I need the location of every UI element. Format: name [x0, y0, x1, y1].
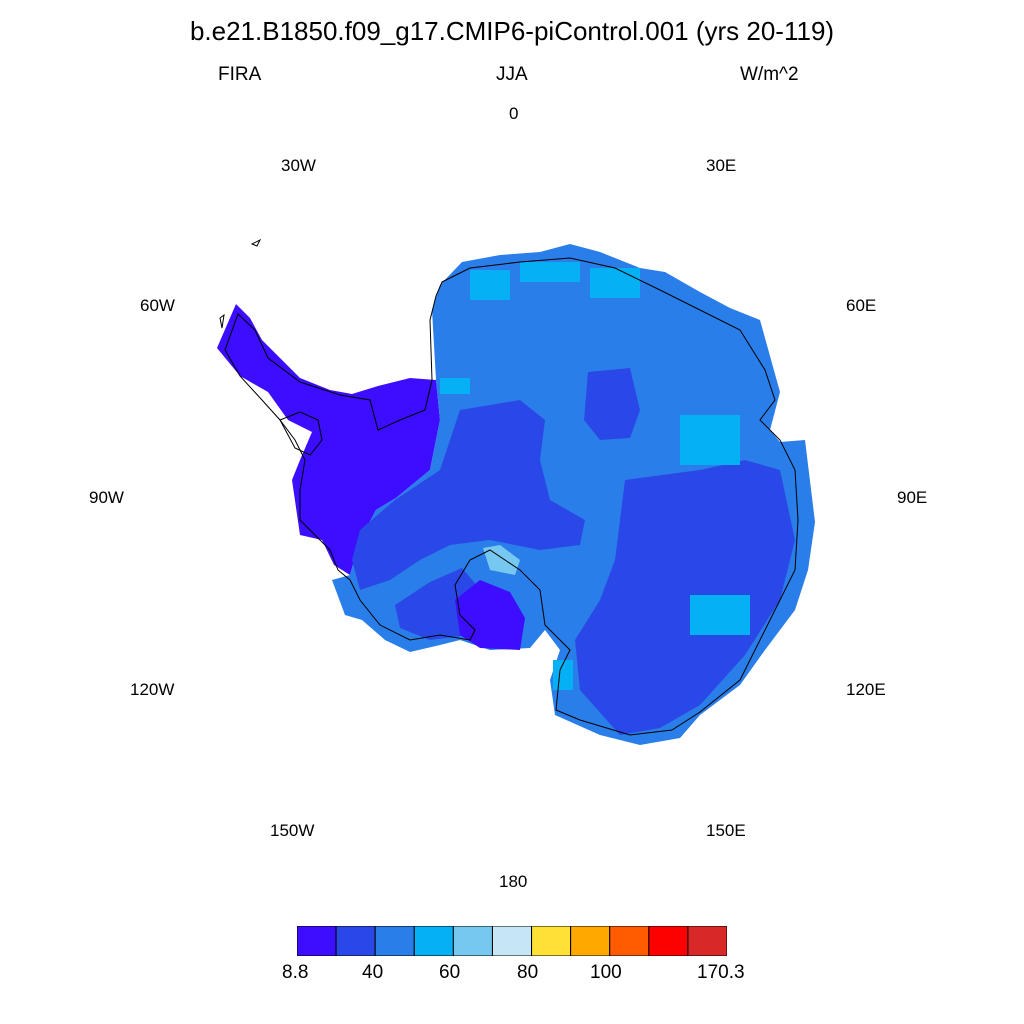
lon-label-30e: 30E: [706, 156, 737, 175]
colorbar-tick-label: 80: [517, 962, 539, 983]
colorbar-tick-label: 8.8: [282, 962, 309, 983]
ross-shelf-region: [483, 545, 520, 575]
colorbar-swatch: [570, 926, 611, 956]
colorbar-swatch: [452, 926, 493, 956]
trough-region: [455, 580, 525, 650]
colorbar-swatch: [335, 926, 376, 956]
colorbar-swatch: [687, 926, 727, 956]
lon-label-60w: 60W: [140, 296, 175, 315]
coastline: [219, 238, 799, 736]
variable-label: FIRA: [218, 64, 262, 85]
colorbar-tick-label: 40: [362, 962, 384, 983]
colorbar-swatch: [531, 926, 572, 956]
lon-label-90w: 90W: [89, 488, 124, 507]
coastal-high-region: [440, 262, 750, 690]
peninsula-region: [217, 304, 440, 575]
lon-label-120e: 120E: [846, 680, 886, 699]
colorbar-swatch: [374, 926, 415, 956]
lon-label-150w: 150W: [270, 821, 315, 840]
lon-label-90e: 90E: [897, 488, 928, 507]
map-title: b.e21.B1850.f09_g17.CMIP6-piControl.001 …: [189, 16, 835, 46]
colorbar-tick-label: 100: [590, 962, 622, 983]
colorbar-swatch: [297, 926, 337, 956]
colorbar-swatch: [413, 926, 454, 956]
colorbar-swatch: [648, 926, 689, 956]
lon-label-180: 180: [499, 872, 528, 891]
lon-label-60e: 60E: [846, 296, 877, 315]
lon-label-0: 0: [509, 104, 519, 123]
interior-region: [352, 368, 795, 735]
colorbar-swatch: [609, 926, 650, 956]
colorbar-tick-label: 60: [439, 962, 461, 983]
lon-label-150e: 150E: [706, 821, 746, 840]
colorbar-swatch: [491, 926, 533, 956]
lon-label-120w: 120W: [130, 680, 175, 699]
lon-label-30w: 30W: [281, 156, 316, 175]
colorbar: [297, 926, 727, 956]
units-label: W/m^2: [740, 64, 799, 85]
colorbar-tick-label: 170.3: [697, 962, 745, 983]
season-label: JJA: [496, 64, 528, 85]
